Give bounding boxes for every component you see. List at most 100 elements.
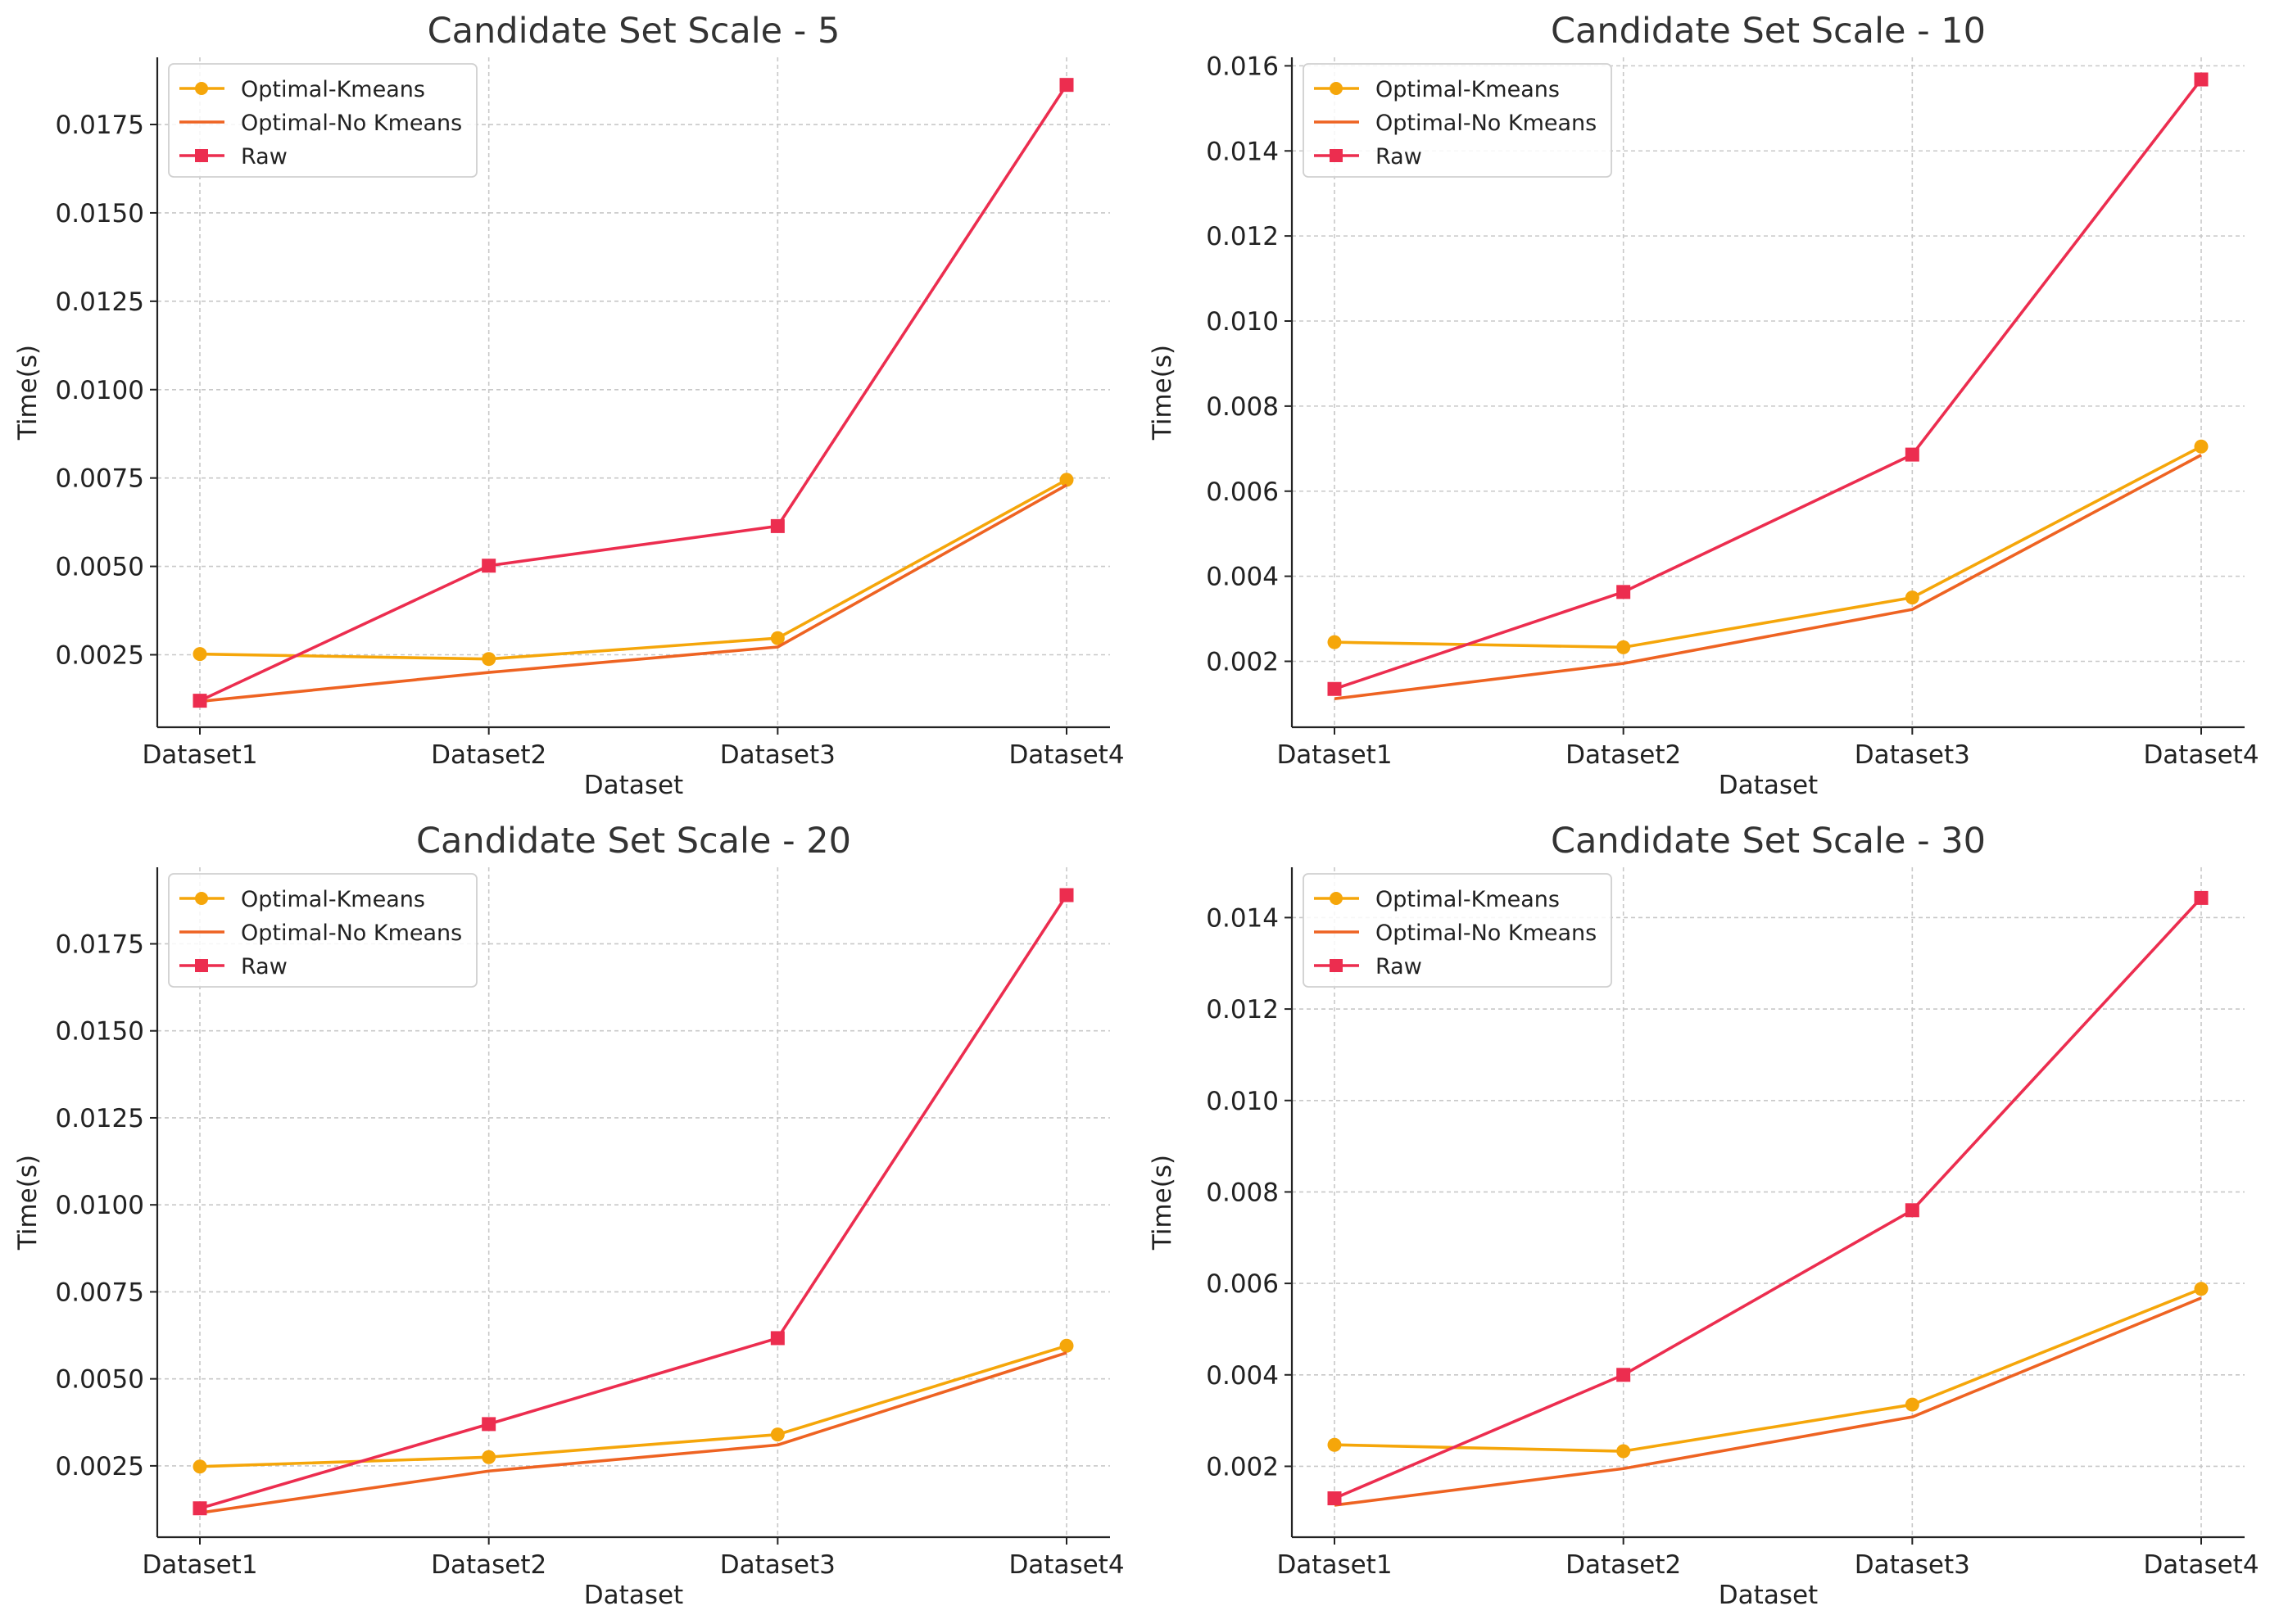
legend-label: Raw — [241, 954, 288, 979]
y-tick-label: 0.0100 — [56, 1191, 144, 1220]
data-point-optimal-kmeans — [482, 652, 496, 667]
data-point-raw — [1616, 1368, 1631, 1382]
x-axis-label: Dataset — [1719, 771, 1818, 800]
series-line-raw — [1334, 897, 2203, 1500]
legend-marker — [1330, 82, 1343, 95]
y-tick-label: 0.0150 — [56, 1017, 144, 1047]
legend: Optimal-Kmeans Optimal-No Kmeans Raw — [168, 873, 478, 988]
legend: Optimal-Kmeans Optimal-No Kmeans Raw — [1303, 63, 1612, 178]
legend-item-raw: Raw — [1314, 954, 1422, 979]
series-line-raw — [199, 894, 1068, 1510]
chart-title: Candidate Set Scale - 20 — [416, 821, 851, 862]
data-point-raw — [1905, 447, 1919, 462]
data-point-optimal-kmeans — [770, 1427, 785, 1442]
legend-label: Raw — [1375, 954, 1422, 979]
series-optimal-no-kmeans — [1334, 454, 2202, 700]
data-point-optimal-kmeans — [2194, 439, 2209, 454]
series-optimal-kmeans — [193, 1338, 1074, 1474]
y-tick-label: 0.012 — [1206, 995, 1279, 1025]
chart-svg-scale-20: 0.0025 0.0050 0.0075 0.0100 0.0125 0.0150 0.01… — [13, 821, 1125, 1610]
data-point-optimal-kmeans — [1327, 635, 1342, 649]
series-line-optimal-kmeans — [199, 478, 1067, 661]
y-tick-label: 0.014 — [1206, 903, 1279, 933]
data-point-raw — [1059, 888, 1074, 902]
y-axis-label: Time(s) — [13, 345, 43, 441]
chart-panel-scale-10: 0.002 0.004 0.006 0.008 0.010 0.012 0.014 0.016… — [1135, 0, 2270, 810]
chart-title: Candidate Set Scale - 10 — [1551, 11, 1986, 52]
y-tick-label: 0.010 — [1206, 1087, 1279, 1116]
data-point-raw — [2194, 72, 2209, 87]
legend-marker — [195, 892, 208, 905]
legend-item-optimal-kmeans: Optimal-Kmeans — [1314, 887, 1560, 912]
data-point-raw — [482, 1417, 496, 1432]
x-tick-label-dataset4: Dataset4 — [1008, 740, 1124, 770]
series-line-optimal-kmeans — [1334, 1287, 2202, 1453]
legend-item-optimal-no-kmeans: Optimal-No Kmeans — [179, 111, 462, 136]
chart-title: Candidate Set Scale - 30 — [1551, 821, 1986, 862]
y-tick-label: 0.006 — [1206, 1269, 1279, 1299]
data-point-optimal-kmeans — [1327, 1437, 1342, 1452]
legend-label: Optimal-No Kmeans — [241, 111, 462, 136]
y-axis-label: Time(s) — [1148, 345, 1177, 441]
x-tick-label-dataset1: Dataset1 — [1276, 1550, 1392, 1580]
legend-item-optimal-no-kmeans: Optimal-No Kmeans — [179, 921, 462, 946]
series-raw — [193, 78, 1074, 708]
y-tick-label: 0.002 — [1206, 647, 1279, 676]
data-point-optimal-kmeans — [1616, 640, 1631, 654]
legend-label: Optimal-No Kmeans — [241, 921, 462, 946]
data-point-raw — [770, 1331, 785, 1346]
series-line-optimal-no-kmeans — [199, 483, 1067, 703]
data-point-optimal-kmeans — [482, 1450, 496, 1464]
chart-title: Candidate Set Scale - 5 — [428, 11, 840, 52]
y-tick-label: 0.0175 — [56, 111, 144, 140]
series-optimal-kmeans — [193, 473, 1074, 667]
chart-panel-scale-30: 0.002 0.004 0.006 0.008 0.010 0.012 0.014 Datas… — [1135, 810, 2270, 1621]
series-optimal-no-kmeans — [199, 1351, 1067, 1515]
legend-marker — [1330, 892, 1343, 905]
series-line-optimal-no-kmeans — [1334, 454, 2202, 700]
y-tick-label: 0.0175 — [56, 930, 144, 959]
data-point-raw — [1327, 1491, 1342, 1506]
x-tick-label-dataset2: Dataset2 — [431, 1550, 546, 1580]
chart-svg-scale-10: 0.002 0.004 0.006 0.008 0.010 0.012 0.014 0.016… — [1148, 11, 2259, 800]
series-optimal-kmeans — [1327, 1282, 2209, 1459]
data-point-optimal-kmeans — [1905, 1397, 1919, 1412]
legend-item-raw: Raw — [179, 144, 288, 170]
y-tick-label: 0.0025 — [56, 1452, 144, 1482]
data-point-optimal-kmeans — [2194, 1282, 2209, 1296]
y-tick-label: 0.0100 — [56, 376, 144, 405]
data-point-raw — [193, 1501, 207, 1516]
legend: Optimal-Kmeans Optimal-No Kmeans Raw — [1303, 873, 1612, 988]
legend-label: Raw — [241, 144, 288, 170]
x-tick-label-dataset4: Dataset4 — [2143, 1550, 2259, 1580]
x-tick-label-dataset3: Dataset3 — [720, 1550, 836, 1580]
legend-item-optimal-kmeans: Optimal-Kmeans — [179, 77, 425, 102]
x-axis-label: Dataset — [584, 1581, 683, 1610]
series-line-optimal-no-kmeans — [1334, 1296, 2202, 1507]
y-tick-label: 0.010 — [1206, 307, 1279, 337]
chart-svg-scale-30: 0.002 0.004 0.006 0.008 0.010 0.012 0.014 Datas… — [1148, 821, 2259, 1610]
y-tick-label: 0.014 — [1206, 137, 1279, 166]
legend-label: Optimal-Kmeans — [241, 77, 425, 102]
data-point-optimal-kmeans — [1905, 590, 1919, 605]
data-point-raw — [1327, 681, 1342, 696]
chart-panel-scale-20: 0.0025 0.0050 0.0075 0.0100 0.0125 0.0150 0.01… — [0, 810, 1135, 1621]
x-tick-label-dataset2: Dataset2 — [1565, 740, 1681, 770]
legend-item-optimal-no-kmeans: Optimal-No Kmeans — [1314, 111, 1597, 136]
legend-marker — [1330, 149, 1343, 162]
x-tick-label-dataset1: Dataset1 — [142, 1550, 257, 1580]
y-tick-label: 0.0125 — [56, 287, 144, 317]
data-point-optimal-kmeans — [1059, 473, 1074, 487]
y-tick-label: 0.012 — [1206, 222, 1279, 251]
x-tick-label-dataset3: Dataset3 — [720, 740, 836, 770]
data-point-raw — [1059, 78, 1074, 93]
data-point-optimal-kmeans — [1059, 1338, 1074, 1353]
series-raw — [1327, 890, 2209, 1506]
y-tick-label: 0.006 — [1206, 477, 1279, 507]
y-tick-label: 0.002 — [1206, 1452, 1279, 1482]
y-tick-label: 0.0075 — [56, 1278, 144, 1307]
x-axis-label: Dataset — [584, 771, 683, 800]
y-tick-label: 0.0150 — [56, 199, 144, 228]
legend-marker — [195, 149, 208, 162]
series-optimal-no-kmeans — [199, 483, 1067, 703]
